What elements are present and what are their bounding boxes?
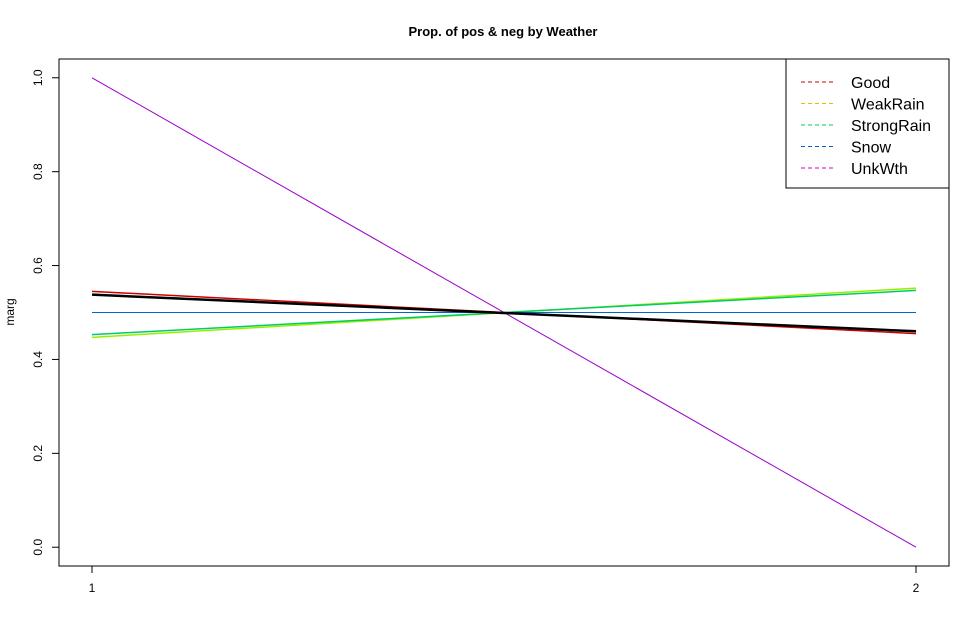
legend-label: WeakRain [851,97,925,114]
legend-label: UnkWth [851,161,908,178]
x-tick-label: 1 [89,581,96,595]
y-tick-label: 0.4 [31,351,45,368]
series-lines [91,77,917,548]
y-tick-label: 1.0 [31,69,45,86]
legend-label: Good [851,75,890,92]
legend-box [785,58,950,189]
legend-label: StrongRain [851,118,931,135]
x-tick-label: 2 [913,581,920,595]
legend: Good WeakRain StrongRain Snow UnkWth [785,58,950,189]
plot-area-border [58,58,950,567]
y-tick-label: 0.6 [31,257,45,274]
y-axis: 0.0 0.2 0.4 0.6 0.8 1.0 [31,69,59,556]
series-line [91,293,917,333]
legend-label: Snow [851,140,891,157]
y-tick-label: 0.0 [31,539,45,556]
y-axis-label: marg [3,298,17,325]
y-tick-label: 0.8 [31,163,45,180]
chart-title: Prop. of pos & neg by Weather [408,24,597,39]
y-tick-label: 0.2 [31,445,45,462]
